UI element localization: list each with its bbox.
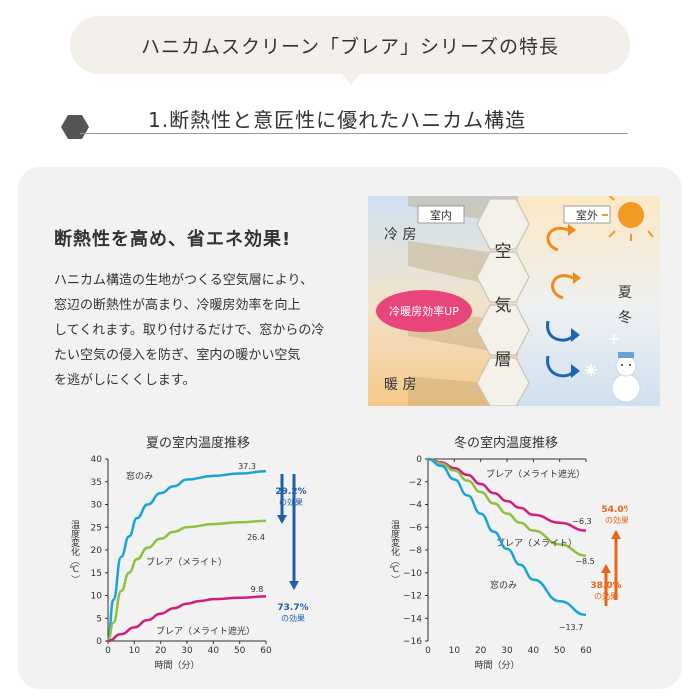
cooling-label: 冷 房 (384, 227, 416, 243)
effect-arrow-head (277, 515, 287, 524)
air-layer-char: 空 (495, 242, 512, 262)
effect-value: 38.0% (590, 581, 621, 591)
feature-heading: 断熱性を高め、省エネ効果! (54, 229, 292, 250)
series-end-label: −8.5 (575, 557, 594, 566)
y-tick-label: 20 (91, 546, 103, 556)
x-tick-label: 10 (129, 646, 141, 656)
y-axis-label: 温度変化（℃） (389, 520, 400, 584)
description-line: してくれます。取り付けるだけで、窓からの冷 (54, 323, 325, 338)
x-tick-label: 0 (425, 646, 431, 656)
sun-icon (602, 196, 654, 241)
y-tick-label: −16 (403, 637, 422, 647)
series-end-label: 26.4 (247, 533, 265, 542)
series-line (106, 519, 267, 643)
effect-value: 54.0% (601, 505, 628, 515)
series-end-label: 9.8 (251, 585, 264, 594)
hexagon-bullet-icon (61, 115, 89, 139)
page-title-text: ハニカムスクリーン「ブレア」シリーズの特長 (140, 35, 560, 58)
winter-temperature-chart: 0−2−4−6−8−10−12−14−160 10 20 30 40 50 60時間（分）温… (389, 455, 628, 671)
description-line: 窓辺の断熱性が高まり、冷暖房効率を向上 (54, 298, 301, 313)
y-axis-label: 温度変化（℃） (69, 520, 80, 584)
x-tick-label: 30 (501, 646, 513, 656)
summer-label: 夏 (618, 285, 632, 301)
description-line: たい空気の侵入を防ぎ、室内の暖かい空気 (54, 348, 301, 363)
effect-text: の効果 (279, 497, 303, 507)
series-name-label: 窓のみ (490, 579, 517, 591)
summer-temperature-chart: 0 5 10 15 20 25 30 35 40 0 10 20 30 40 50 60 時間（分） 温度変化（℃… (69, 455, 309, 671)
feature-description: ハニカム構造の生地がつくる空気層により、 窓辺の断熱性が高まり、冷暖房効率を向上… (54, 268, 354, 393)
snowman-icon (611, 352, 641, 403)
honeycomb-illustration: 空 気 層 室内 室外 冷 房 暖 房 冷暖房効率UP 夏 冬 (368, 196, 660, 406)
x-tick-label: 0 (105, 646, 111, 656)
y-tick-label: 0 (96, 637, 102, 647)
air-layer-char: 気 (495, 296, 512, 316)
effect-arrow-head (611, 530, 621, 539)
page-title: ハニカムスクリーン「ブレア」シリーズの特長 (70, 16, 630, 74)
series-end-label: −13.7 (559, 623, 584, 632)
efficiency-badge: 冷暖房効率UP (389, 304, 459, 318)
y-tick-label: 5 (96, 614, 102, 624)
warm-arrow-icon (546, 226, 574, 300)
y-tick-label: 35 (91, 478, 102, 488)
x-tick-label: 20 (155, 646, 167, 656)
section-divider (80, 133, 628, 134)
x-tick-label: 40 (208, 646, 220, 656)
series-name-label: ブレア（メライト） (146, 556, 227, 568)
effect-value: 29.2% (275, 487, 306, 497)
y-tick-label: 10 (91, 592, 103, 602)
series-name-label: ブレア（メライト遮光） (486, 468, 585, 480)
x-tick-label: 30 (181, 646, 193, 656)
effect-text: の効果 (281, 613, 305, 623)
effect-value: 73.7% (277, 603, 308, 613)
series-line (427, 457, 587, 617)
outdoor-label: 室外 (576, 208, 598, 222)
indoor-label: 室内 (430, 208, 452, 222)
x-tick-label: 40 (528, 646, 540, 656)
cold-arrow-icon (546, 320, 575, 378)
x-tick-label: 50 (554, 646, 566, 656)
y-tick-label: −6 (409, 523, 423, 533)
winter-label: 冬 (618, 310, 632, 326)
effect-text: の効果 (594, 591, 618, 601)
description-line: を逃がしにくくします。 (54, 373, 196, 388)
summer-chart-title: 夏の室内温度推移 (145, 436, 250, 451)
y-tick-label: 40 (91, 455, 103, 465)
series-line (427, 457, 587, 557)
x-tick-label: 60 (260, 646, 272, 656)
y-tick-label: 15 (91, 569, 102, 579)
x-tick-label: 10 (449, 646, 461, 656)
series-name-label: ブレア（メライト） (496, 537, 577, 549)
effect-text: の効果 (605, 515, 628, 525)
y-tick-label: 25 (91, 523, 102, 533)
y-tick-label: 0 (416, 455, 422, 465)
series-line (427, 457, 587, 532)
section-title: 1.断熱性と意匠性に優れたハニカム構造 (148, 108, 527, 132)
y-tick-label: −10 (403, 569, 422, 579)
y-tick-label: −8 (409, 546, 423, 556)
effect-arrow-head (601, 564, 611, 573)
description-line: ハニカム構造の生地がつくる空気層により、 (54, 273, 313, 288)
series-line (107, 595, 267, 643)
series-name-label: ブレア（メライト遮光） (156, 625, 255, 637)
x-tick-label: 20 (475, 646, 487, 656)
x-tick-label: 60 (580, 646, 592, 656)
y-tick-label: −14 (403, 614, 422, 624)
speech-bubble-tail (341, 73, 361, 85)
winter-chart-title: 冬の室内温度推移 (453, 436, 558, 451)
effect-arrow-head (289, 581, 299, 590)
series-end-label: −6.3 (572, 517, 591, 526)
series-end-label: 37.3 (238, 462, 256, 471)
x-axis-label: 時間（分） (154, 660, 199, 671)
y-tick-label: 30 (91, 501, 103, 511)
series-line (106, 470, 267, 643)
y-tick-label: −12 (403, 592, 422, 602)
series-name-label: 窓のみ (126, 470, 153, 482)
snowflake-icon (585, 334, 619, 376)
x-tick-label: 50 (234, 646, 246, 656)
y-tick-label: −4 (409, 501, 423, 511)
air-layer-char: 層 (495, 350, 512, 370)
y-tick-label: −2 (409, 478, 422, 488)
x-axis-label: 時間（分） (474, 660, 519, 671)
heating-label: 暖 房 (384, 377, 416, 393)
